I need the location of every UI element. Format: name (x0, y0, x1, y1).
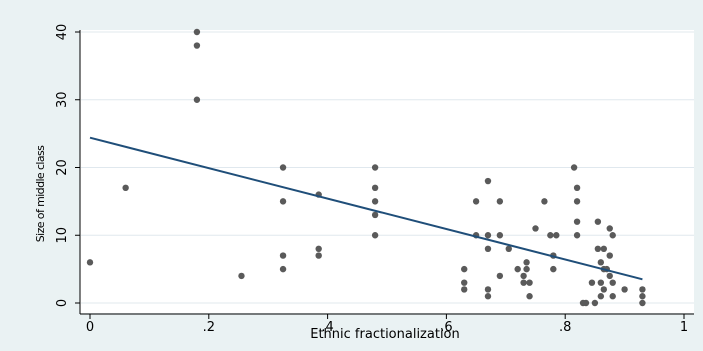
fitted-line (89, 136, 643, 281)
data-point (639, 286, 646, 293)
data-point (371, 164, 379, 171)
data-point (484, 286, 492, 293)
data-point (639, 293, 646, 300)
data-point (582, 299, 590, 307)
data-point (594, 245, 602, 252)
data-point (238, 272, 245, 280)
y-tick-label: 30 (55, 91, 70, 108)
fitted-line-segment (89, 136, 643, 281)
grid-lines (81, 31, 694, 304)
data-point (315, 245, 322, 252)
data-point (472, 198, 480, 205)
y-tick-label: 20 (55, 159, 70, 176)
x-tick-label: .2 (203, 320, 215, 335)
data-point (588, 279, 596, 286)
data-point (315, 252, 322, 259)
data-point (591, 299, 599, 307)
data-point (526, 279, 533, 286)
data-point (520, 279, 527, 286)
data-point (461, 265, 468, 273)
x-tick-label: 1 (680, 320, 688, 335)
data-point (526, 293, 533, 300)
data-point (484, 232, 492, 239)
data-point (600, 245, 608, 252)
data-point (279, 198, 287, 205)
y-tick-label: 10 (55, 227, 70, 244)
data-point (371, 184, 379, 192)
data-point (597, 259, 605, 266)
data-point (523, 265, 530, 273)
data-point (193, 96, 201, 103)
data-point (523, 259, 530, 266)
data-point (193, 42, 201, 49)
data-point (371, 211, 379, 219)
data-point (484, 245, 492, 252)
x-tick-label: .6 (440, 320, 452, 335)
data-point (621, 286, 628, 293)
x-tick-label: .4 (321, 320, 333, 335)
data-point (514, 265, 521, 273)
data-point (606, 252, 613, 259)
x-axis-ticks: 0 .2 .4 .6 .8 1 (86, 314, 688, 335)
data-point (532, 225, 539, 232)
data-point (279, 164, 287, 171)
data-point (505, 245, 512, 252)
data-point (496, 232, 504, 239)
x-tick-label: .8 (559, 320, 571, 335)
data-point (484, 293, 492, 300)
data-point (573, 198, 581, 205)
data-point (371, 232, 379, 239)
data-point (520, 272, 527, 280)
y-axis-ticks: 0 10 20 30 40 (55, 24, 80, 307)
data-point (609, 293, 616, 300)
data-point (484, 177, 492, 185)
x-tick-label: 0 (86, 320, 94, 335)
data-point (594, 218, 602, 225)
data-point (279, 265, 287, 273)
data-point (550, 265, 557, 273)
data-point (193, 28, 201, 36)
y-axis-title: Size of middle class (34, 145, 47, 242)
data-point (461, 279, 468, 286)
data-point (609, 232, 616, 239)
data-point (573, 232, 581, 239)
data-point (600, 286, 608, 293)
y-tick-label: 40 (55, 24, 70, 41)
data-point (371, 198, 379, 205)
data-point (606, 225, 613, 232)
data-point (122, 184, 129, 192)
data-point (570, 164, 578, 171)
data-point (86, 259, 94, 266)
data-point (639, 299, 646, 307)
data-point (547, 232, 554, 239)
y-tick-label: 0 (55, 299, 70, 307)
data-point (609, 279, 616, 286)
data-point (573, 184, 581, 192)
data-point (461, 286, 468, 293)
data-point (573, 218, 581, 225)
data-point (606, 272, 613, 280)
data-point (553, 232, 560, 239)
x-axis-title: Ethnic fractionalization (310, 327, 460, 342)
data-point (496, 198, 504, 205)
data-point (496, 272, 504, 280)
data-point (597, 279, 605, 286)
data-point (279, 252, 287, 259)
data-point (597, 293, 605, 300)
data-points (86, 28, 646, 307)
data-point (541, 198, 548, 205)
